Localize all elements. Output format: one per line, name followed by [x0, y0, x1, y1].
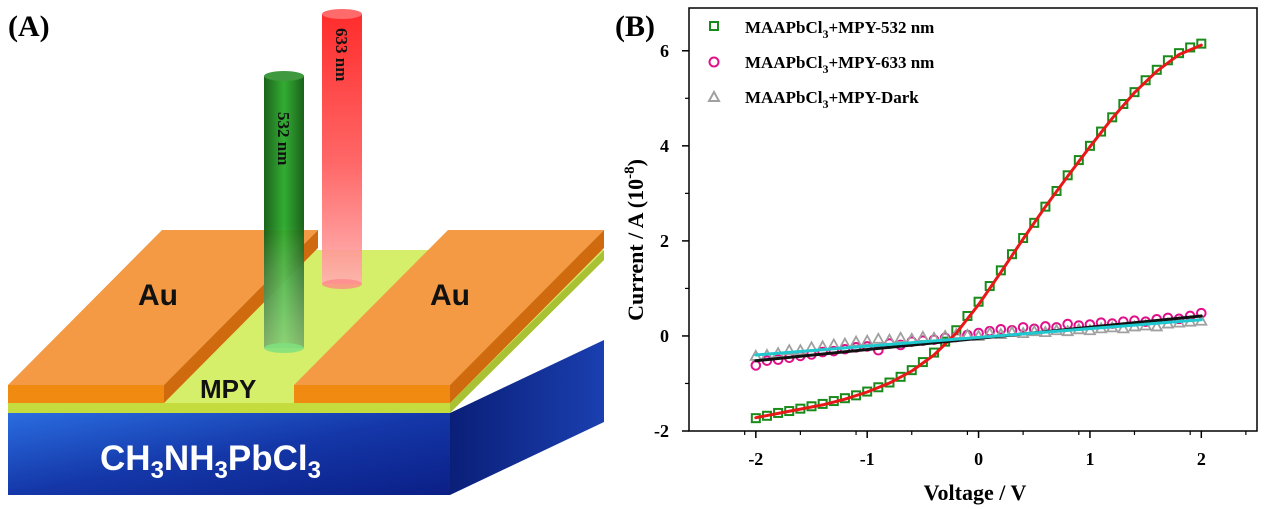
- point-532: [1107, 112, 1118, 123]
- au-left-label: Au: [138, 279, 178, 312]
- point-532: [1040, 201, 1051, 212]
- legend-marker-triangle: [707, 89, 721, 102]
- point-532: [895, 371, 906, 382]
- film-front: [8, 403, 450, 413]
- point-532: [1196, 38, 1207, 49]
- panel-b: (B) Current / A (10-8) Voltage / V -2 -1 0…: [615, 7, 1258, 505]
- fit-line-2: [754, 318, 1203, 357]
- red-beam: 633 nm: [322, 9, 362, 289]
- x-tick-label: -1: [860, 449, 875, 469]
- point-532: [1140, 75, 1151, 86]
- y-tick-label: -2: [654, 421, 669, 441]
- panel-b-label: (B): [615, 10, 655, 43]
- substrate-front: [8, 413, 450, 495]
- x-tick-label: 2: [1197, 449, 1206, 469]
- y-axis-title: Current / A (10-8): [622, 159, 648, 321]
- substrate-label: CH3NH3PbCl3: [100, 439, 321, 484]
- y-tick-label: 4: [660, 136, 669, 156]
- x-tick-label: 0: [974, 449, 983, 469]
- channel-label: MPY: [200, 374, 256, 404]
- green-beam: 532 nm: [264, 71, 304, 353]
- au-right-side: [450, 230, 604, 403]
- point-532: [1051, 185, 1062, 196]
- au-left-front: [8, 385, 164, 403]
- point-532: [1118, 99, 1129, 110]
- legend-item-dark: MAAPbCl3+MPY-Dark: [707, 88, 919, 111]
- legend-item-532: MAAPbCl3+MPY-532 nm: [709, 18, 934, 41]
- point-dark: [994, 327, 1008, 339]
- point-532: [1073, 155, 1084, 166]
- point-dark: [1116, 321, 1130, 334]
- point-532: [1129, 87, 1140, 98]
- red-beam-label: 633 nm: [332, 28, 351, 81]
- legend-marker-circle: [708, 56, 720, 68]
- y-tick-label: 6: [660, 41, 669, 61]
- au-left-top: [8, 230, 318, 385]
- green-beam-label: 532 nm: [274, 112, 293, 165]
- point-532: [1029, 217, 1040, 228]
- legend-item-633: MAAPbCl3+MPY-633 nm: [708, 53, 934, 76]
- x-tick-label: 1: [1085, 449, 1094, 469]
- point-532: [917, 357, 928, 368]
- panel-a-label: (A): [8, 10, 50, 43]
- y-tick-label: 2: [660, 231, 669, 251]
- plot-area: -2 -1 0 1 2 -2 0 2 4 6: [654, 7, 1258, 469]
- point-633: [995, 323, 1007, 335]
- point-532: [1084, 140, 1095, 151]
- point-532: [1096, 126, 1107, 137]
- x-tick-label: -2: [748, 449, 763, 469]
- legend: MAAPbCl3+MPY-532 nm MAAPbCl3+MPY-633 nm …: [707, 18, 934, 111]
- point-dark: [972, 329, 986, 341]
- panel-a: (A) CH3NH3PbCl3 Au Au MPY 633 nm: [8, 9, 604, 495]
- legend-label-532: MAAPbCl3+MPY-532 nm: [745, 18, 934, 41]
- plot-frame: [688, 7, 1258, 432]
- point-532: [906, 365, 917, 376]
- substrate-side: [450, 340, 604, 495]
- au-right-label: Au: [430, 279, 470, 312]
- point-532: [1062, 170, 1073, 181]
- film-side: [450, 250, 604, 413]
- legend-label-dark: MAAPbCl3+MPY-Dark: [745, 88, 919, 111]
- point-633: [750, 360, 762, 371]
- point-dark: [871, 331, 885, 344]
- point-dark: [894, 330, 908, 343]
- point-633: [1017, 322, 1029, 333]
- point-532: [1018, 233, 1029, 244]
- au-right-front: [294, 385, 450, 403]
- x-axis-title: Voltage / V: [924, 480, 1027, 505]
- y-tick-label: 0: [660, 326, 669, 346]
- legend-label-633: MAAPbCl3+MPY-633 nm: [745, 53, 934, 76]
- point-dark: [782, 343, 796, 356]
- point-dark: [1150, 319, 1164, 332]
- point-dark: [849, 334, 863, 347]
- legend-marker-square: [709, 21, 719, 31]
- fit-line-0: [754, 43, 1203, 420]
- point-dark: [793, 343, 807, 356]
- point-dark: [860, 333, 874, 346]
- point-dark: [1027, 324, 1041, 337]
- au-right-top: [294, 230, 604, 385]
